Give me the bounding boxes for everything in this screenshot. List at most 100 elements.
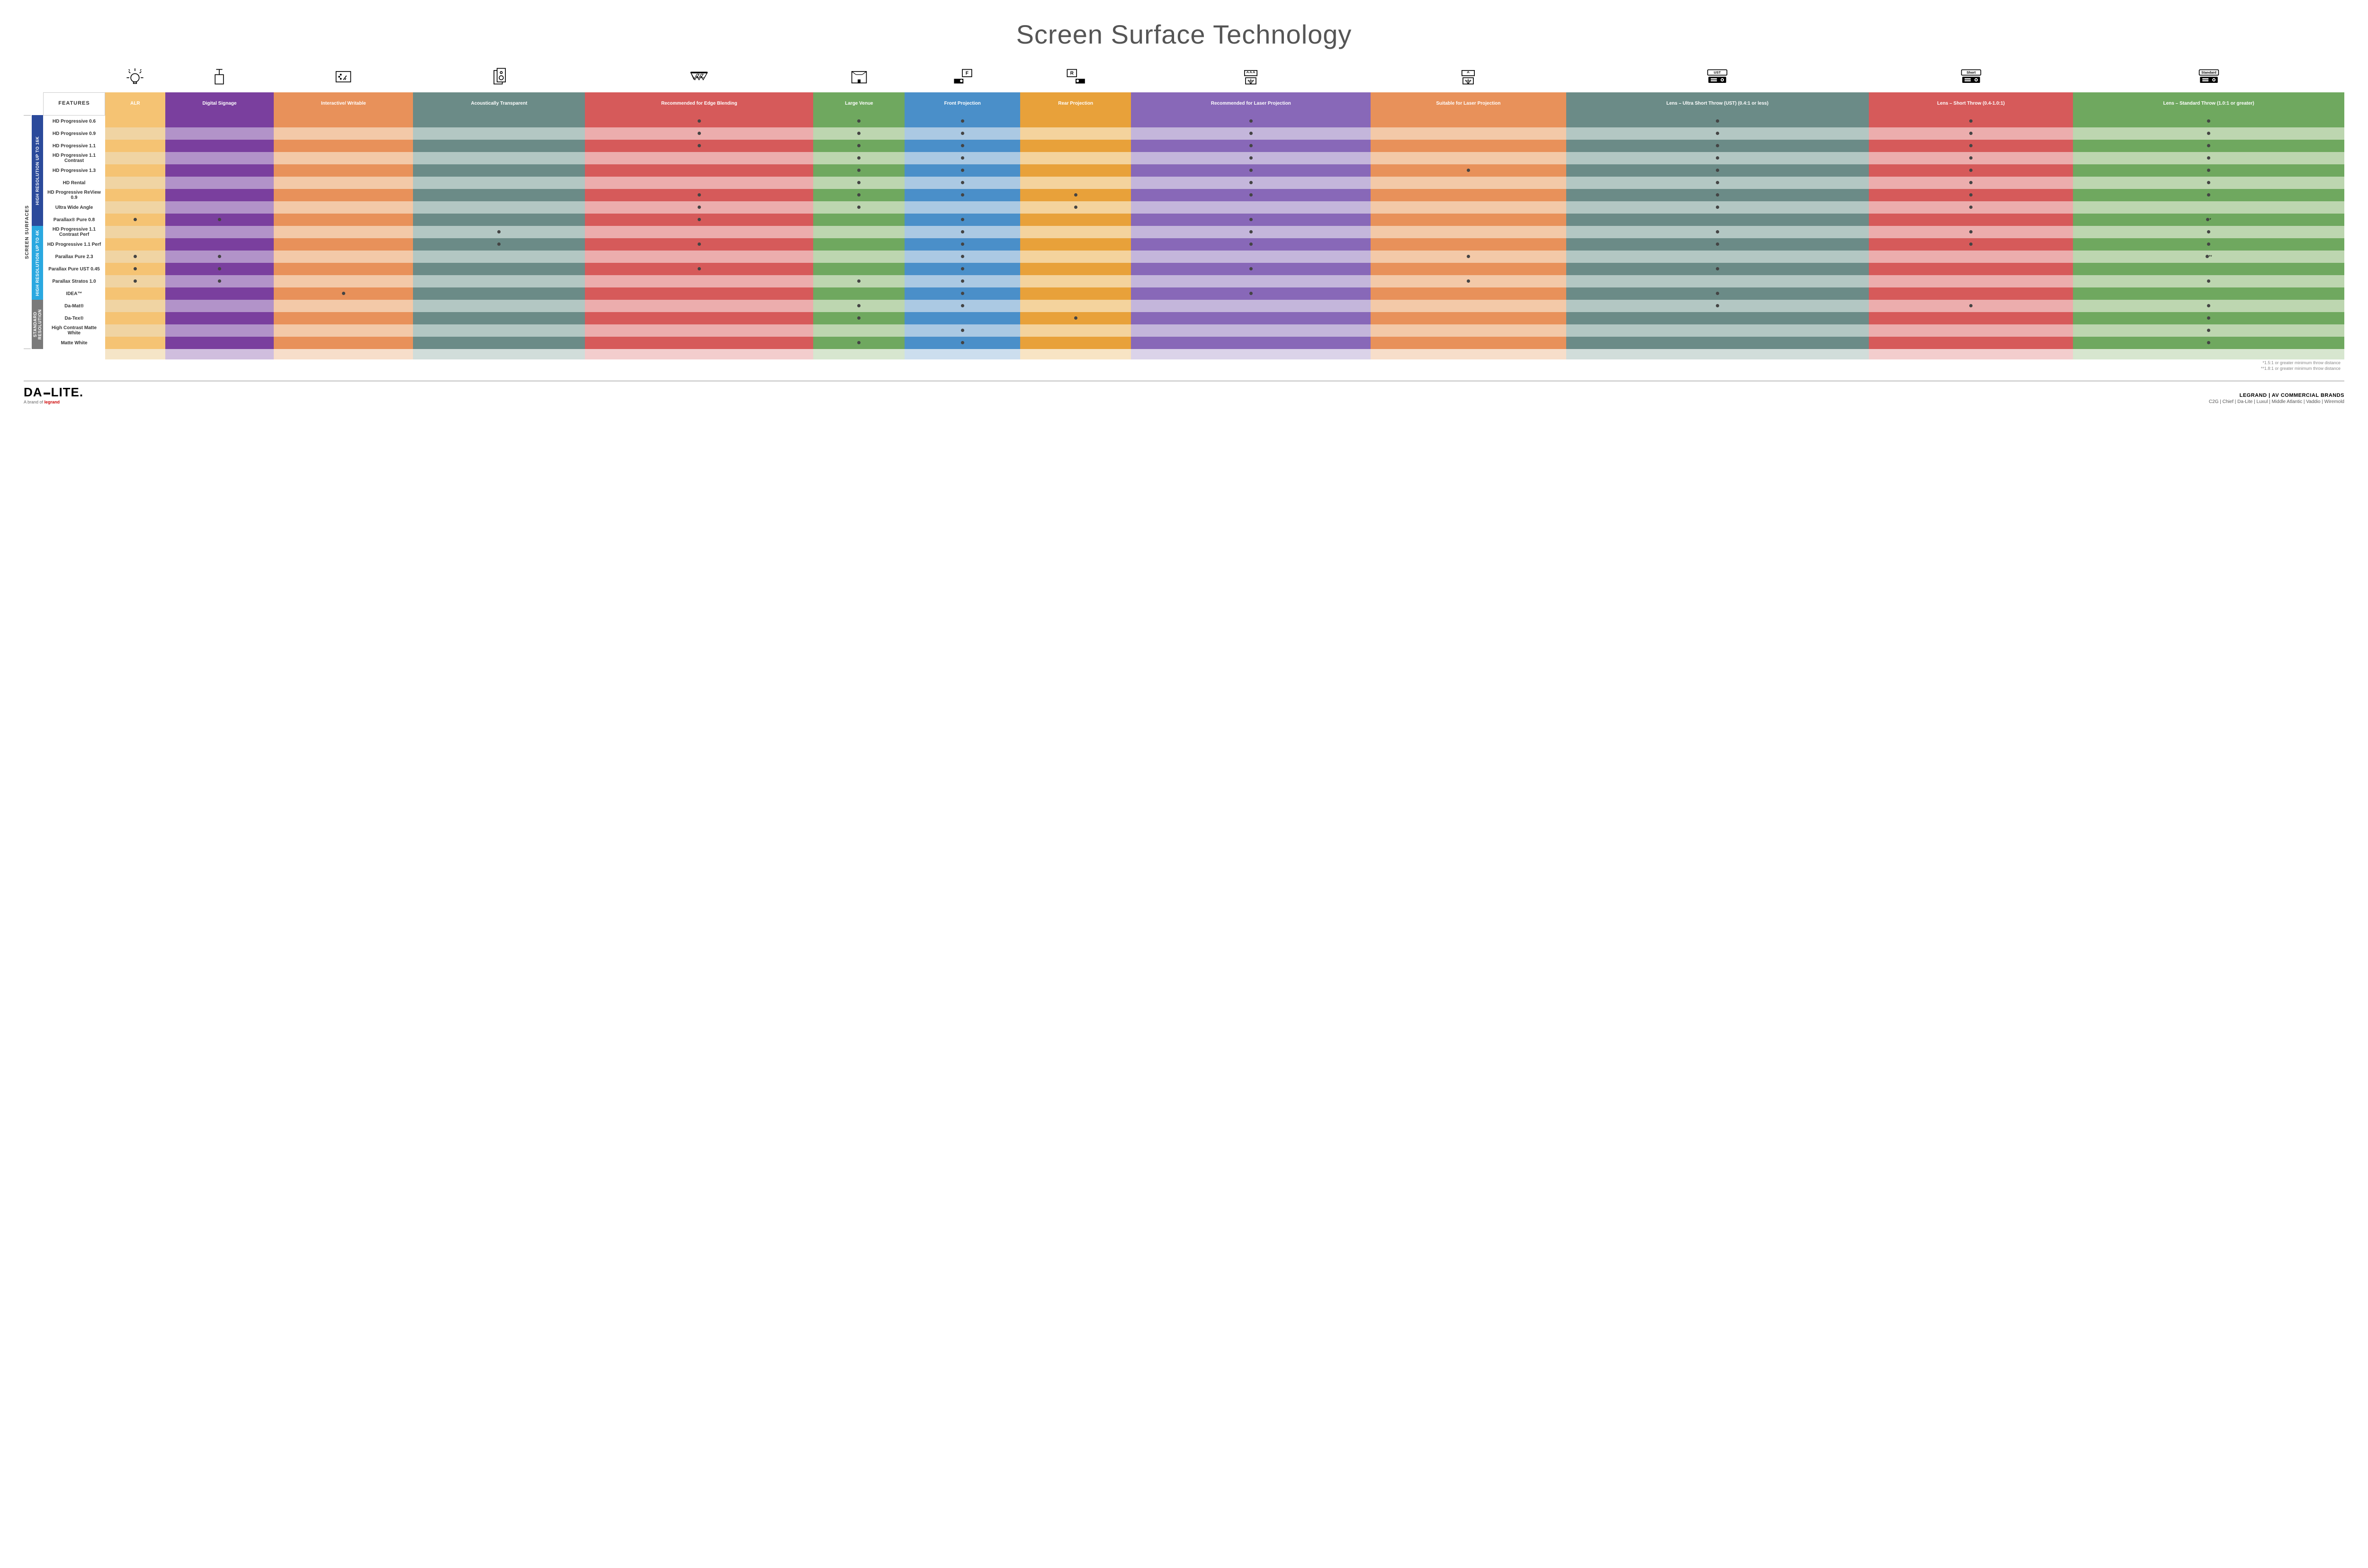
matrix-cell [1566,337,1869,349]
matrix-cell [585,189,813,201]
matrix-cell [1869,312,2073,324]
matrix-cell [1869,251,2073,263]
svg-text:F: F [966,71,969,76]
matrix-cell [1020,300,1131,312]
matrix-cell [1566,127,1869,140]
icon-row: FRUSTShortStandard [44,64,2345,92]
matrix-cell [585,337,813,349]
matrix-cell [105,300,165,312]
matrix-cell [1020,189,1131,201]
matrix-cell [1566,275,1869,287]
matrix-cell [413,238,585,251]
table-row: HD Progressive 1.1 Contrast [44,152,2345,164]
table-row: HD Rental [44,177,2345,189]
column-icon: Short [1869,64,2073,92]
matrix-cell [105,177,165,189]
matrix-cell [165,324,274,337]
matrix-cell [1371,201,1566,214]
matrix-cell [813,251,905,263]
matrix-cell [274,300,413,312]
matrix-cell [105,127,165,140]
matrix-cell [2073,300,2344,312]
matrix-cell [813,226,905,238]
matrix-cell [274,177,413,189]
matrix-cell [1020,177,1131,189]
matrix-cell [1371,312,1566,324]
matrix-cell [1020,115,1131,127]
matrix-cell [1020,324,1131,337]
matrix-cell [274,263,413,275]
matrix-cell [165,127,274,140]
matrix-cell [274,226,413,238]
column-icon [105,64,165,92]
matrix-cell [905,337,1020,349]
matrix-cell [165,312,274,324]
matrix-cell [1869,287,2073,300]
page-footer: DALITE. A brand of legrand LEGRAND | AV … [24,381,2344,404]
matrix-cell [1371,275,1566,287]
matrix-cell [1371,152,1566,164]
matrix-cell [1131,226,1371,238]
matrix-cell [585,177,813,189]
column-header: Recommended for Edge Blending [585,92,813,115]
column-icon: UST [1566,64,1869,92]
matrix-cell [1371,300,1566,312]
matrix-cell [2073,324,2344,337]
matrix-cell [1869,164,2073,177]
matrix-cell [105,263,165,275]
matrix-cell [2073,312,2344,324]
matrix-cell [413,251,585,263]
matrix-cell: * [2073,214,2344,226]
feature-matrix-table: FRUSTShortStandard FEATURESALRDigital Si… [43,64,2344,359]
matrix-cell [905,275,1020,287]
svg-text:Short: Short [1966,70,1976,74]
row-header: HD Progressive 0.9 [44,127,105,140]
table-row: HD Progressive ReView 0.9 [44,189,2345,201]
matrix-cell [1566,324,1869,337]
matrix-cell [585,251,813,263]
column-header: Recommended for Laser Projection [1131,92,1371,115]
matrix-cell [165,287,274,300]
matrix-cell [274,337,413,349]
matrix-cell [1020,127,1131,140]
matrix-cell [165,115,274,127]
matrix-cell [165,263,274,275]
matrix-cell [905,140,1020,152]
table-row: High Contrast Matte White [44,324,2345,337]
row-header: HD Progressive 1.1 Contrast [44,152,105,164]
matrix-cell [2073,263,2344,275]
matrix-cell [905,263,1020,275]
features-header: FEATURES [44,92,105,115]
matrix-cell [1131,275,1371,287]
matrix-cell [813,127,905,140]
table-row: Parallax Pure UST 0.45 [44,263,2345,275]
matrix-cell [1020,164,1131,177]
matrix-cell [585,324,813,337]
side-labels: SCREEN SURFACES HIGH RESOLUTION UP TO 16… [24,115,43,371]
table-row: Da-Mat® [44,300,2345,312]
matrix-cell [585,214,813,226]
matrix-cell [1131,115,1371,127]
svg-text:UST: UST [1714,70,1721,74]
matrix-cell [905,324,1020,337]
table-row: HD Progressive 1.1 Perf [44,238,2345,251]
matrix-cell [1869,115,2073,127]
column-header: Acoustically Transparent [413,92,585,115]
matrix-cell [165,337,274,349]
svg-text:Standard: Standard [2201,70,2216,74]
matrix-cell [813,238,905,251]
matrix-cell [165,251,274,263]
matrix-cell [905,152,1020,164]
matrix-cell [1566,226,1869,238]
column-icon: Standard [2073,64,2344,92]
matrix-cell [105,251,165,263]
matrix-cell [274,201,413,214]
dalite-logo: DALITE. [24,385,83,400]
matrix-cell [413,189,585,201]
column-icon [813,64,905,92]
matrix-cell [1869,177,2073,189]
matrix-cell [585,238,813,251]
matrix-cell [274,127,413,140]
matrix-cell [905,300,1020,312]
matrix-cell [105,201,165,214]
